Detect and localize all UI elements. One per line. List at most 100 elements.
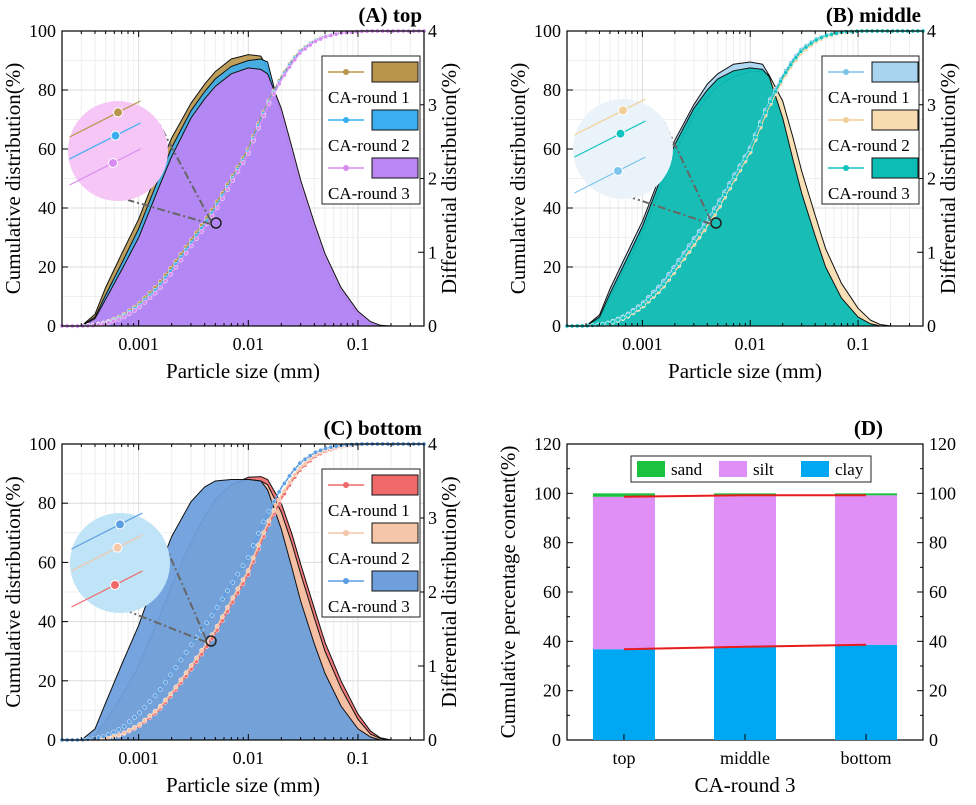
y-tick-label: 40 <box>543 631 561 651</box>
cumulative-marker <box>681 253 687 259</box>
legend: CA-round 1 CA-round 2 CA-round 3 <box>821 55 920 205</box>
cumulative-marker <box>818 35 824 41</box>
cumulative-marker <box>163 278 168 284</box>
cumulative-marker <box>183 650 189 655</box>
y2-tick-label: 0 <box>428 730 437 750</box>
y-tick-label: 120 <box>534 434 561 454</box>
cumulative-marker <box>230 580 236 585</box>
zoom-connector <box>158 123 212 222</box>
cumulative-marker <box>276 81 282 87</box>
cumulative-marker <box>106 320 111 326</box>
cumulative-marker <box>214 205 220 211</box>
zoom-marker <box>615 128 626 139</box>
legend-marker <box>843 117 849 123</box>
cumulative-marker <box>126 727 132 733</box>
cumulative-marker <box>328 444 334 450</box>
cumulative-marker <box>661 281 666 287</box>
y2-tick-label: 20 <box>929 681 947 701</box>
cumulative-marker <box>727 183 733 189</box>
zoom-line <box>69 100 141 138</box>
x-tick-label: 0.01 <box>233 334 265 354</box>
cumulative-marker <box>737 165 743 171</box>
cumulative-marker <box>276 489 282 495</box>
cumulative-marker <box>651 292 656 298</box>
cumulative-marker <box>147 713 153 719</box>
y2-tick-label: 0 <box>428 316 437 336</box>
y2-tick-label: 3 <box>428 95 437 115</box>
cumulative-marker <box>773 89 778 94</box>
cumulative-marker <box>178 657 184 663</box>
legend-swatch <box>871 109 919 131</box>
panel-title: (B) middle <box>826 3 921 27</box>
cumulative-marker <box>245 568 251 573</box>
cumulative-marker <box>183 250 189 256</box>
legend-label: sand <box>671 460 703 479</box>
zoom-marker <box>110 130 121 141</box>
cumulative-marker <box>783 70 789 76</box>
zoom-connector <box>663 121 712 222</box>
x-axis-title: Particle size (mm) <box>166 773 320 797</box>
bar-silt-bottom <box>835 495 898 645</box>
legend-swatch <box>371 522 419 544</box>
cumulative-marker <box>266 101 272 107</box>
zoom-connector <box>129 611 207 643</box>
cumulative-marker <box>95 735 101 741</box>
y2-tick-label: 1 <box>428 242 437 262</box>
cumulative-marker <box>732 174 738 180</box>
y-tick-label: 0 <box>552 730 561 750</box>
cumulative-marker <box>240 563 246 569</box>
cumulative-marker <box>762 110 768 115</box>
cumulative-marker <box>209 612 215 618</box>
cumulative-marker <box>250 555 256 561</box>
zoom-connector <box>632 197 712 225</box>
cumulative-marker <box>199 229 204 234</box>
y-tick-label: 40 <box>38 198 56 218</box>
bar-silt-middle <box>714 495 776 647</box>
cumulative-marker <box>282 72 287 78</box>
y2-tick-label: 4 <box>428 434 437 454</box>
cumulative-marker <box>209 213 215 219</box>
cumulative-marker <box>323 445 329 451</box>
panel-a: 0.001 0.01 0.1 0 20 40 60 80 100 0 1 2 3 4 Particle si… <box>1 3 461 383</box>
differential-area-3 <box>62 67 424 327</box>
cumulative-marker <box>194 655 199 661</box>
cumulative-marker <box>328 33 334 38</box>
cumulative-marker <box>132 308 137 313</box>
zoom-marker <box>115 519 125 530</box>
y2-tick-label: 1 <box>927 242 936 262</box>
zoom-line <box>71 512 143 550</box>
cumulative-marker <box>235 169 241 174</box>
cumulative-marker <box>302 461 308 466</box>
cumulative-marker <box>620 315 626 321</box>
cumulative-marker <box>116 727 122 732</box>
y2-tick-label: 0 <box>929 730 938 750</box>
cumulative-marker <box>219 596 225 602</box>
cumulative-marker <box>261 113 267 118</box>
zoom-connector <box>127 199 212 225</box>
y-tick-label: 100 <box>534 483 561 503</box>
cumulative-marker <box>752 134 758 140</box>
y-tick-label: 60 <box>38 139 56 159</box>
cumulative-marker <box>712 209 717 214</box>
cumulative-marker <box>132 725 137 730</box>
legend-swatch <box>371 61 419 83</box>
legend-swatch-sand <box>637 461 665 477</box>
x-tick-label: 0.001 <box>622 334 663 354</box>
cumulative-marker <box>313 39 318 44</box>
cumulative-marker <box>824 33 829 38</box>
legend-box <box>630 455 872 483</box>
cumulative-marker <box>116 316 122 322</box>
x-axis-title: Particle size (mm) <box>166 359 320 383</box>
cumulative-marker <box>635 305 641 311</box>
legend-label: CA-round 1 <box>328 88 410 107</box>
cumulative-marker <box>173 684 179 690</box>
cumulative-marker <box>813 37 819 43</box>
y2-tick-label: 1 <box>428 656 437 676</box>
legend-label: CA-round 2 <box>828 136 910 155</box>
cumulative-marker <box>132 715 137 720</box>
cumulative-marker <box>152 290 158 296</box>
cumulative-marker <box>313 450 318 455</box>
y-tick-label: 80 <box>38 493 56 513</box>
cumulative-marker <box>691 239 697 244</box>
